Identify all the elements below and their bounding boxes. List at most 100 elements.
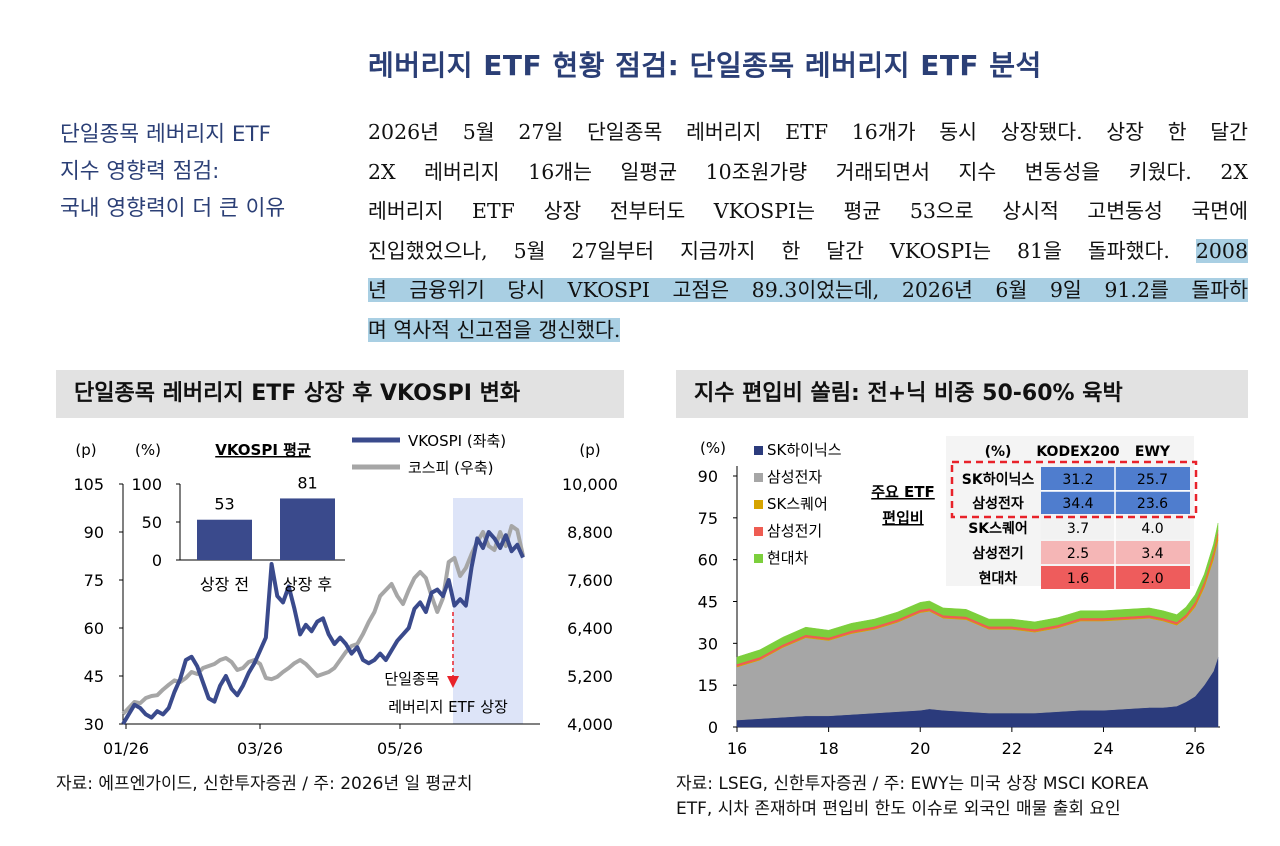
inset-y-tick-label: 50 — [142, 513, 162, 532]
y-tick-label: 60 — [698, 551, 718, 570]
highlighted-text: 며 역사적 신고점을 갱신했다. — [368, 317, 621, 342]
table-row-label: SK스퀘어 — [968, 520, 1028, 537]
y-left-tick-label: 60 — [84, 619, 104, 638]
y-right-tick-label: 5,200 — [567, 667, 613, 686]
x-tick-label: 20 — [910, 739, 930, 758]
y-tick-label: 0 — [708, 718, 718, 737]
vkospi-line — [121, 530, 525, 726]
y-tick-label: 30 — [698, 634, 718, 653]
y-left-tick-label: 75 — [84, 571, 104, 590]
legend-swatch — [754, 527, 763, 536]
left-source-note: 자료: 에프엔가이드, 신한투자증권 / 주: 2026년 일 평균치 — [56, 774, 473, 794]
listing-marker-arrow — [447, 676, 459, 688]
table-cell-ewy: 2.0 — [1141, 571, 1163, 587]
body-line: 진입했었으나, 5월 27일부터 지금까지 한 달간 VKOSPI는 81을 돌… — [368, 232, 1248, 272]
table-cell-kodex: 34.4 — [1062, 496, 1093, 512]
vkospi-chart: 30 45 60 75 90 105 4,000 5,200 6,400 7,600 8,800 10… — [73, 432, 618, 758]
x-tick-label: 05/26 — [377, 739, 423, 758]
area-현대차 — [736, 523, 1219, 665]
legend-swatch — [754, 554, 763, 563]
legend-swatch — [754, 473, 763, 482]
x-tick-label: 16 — [727, 739, 747, 758]
table-row-label: 현대차 — [979, 571, 1018, 587]
inset-y-tick-label: 0 — [152, 551, 162, 570]
body-line: 레버리지 ETF 상장 전부터도 VKOSPI는 평균 53으로 상시적 고변동… — [368, 199, 1248, 223]
y-tick-label: 90 — [698, 467, 718, 486]
table-cell-kodex: 31.2 — [1062, 472, 1093, 488]
table-cell-kodex: 1.6 — [1067, 571, 1089, 587]
y-tick-label: 75 — [698, 509, 718, 528]
source-line: ETF, 시차 존재하며 편입비 한도 이슈로 외국인 매물 출회 요인 — [676, 799, 1121, 819]
y-tick-label: 45 — [698, 593, 718, 612]
legend-vkospi-label: VKOSPI (좌축) — [408, 432, 506, 450]
table-cell-ewy: 25.7 — [1137, 472, 1168, 488]
x-tick-label: 26 — [1185, 739, 1205, 758]
inset-bar-value: 53 — [214, 495, 234, 514]
y-left-unit: (p) — [75, 441, 96, 459]
y-left-tick-label: 90 — [84, 523, 104, 542]
table-cell-kodex: 3.7 — [1067, 521, 1089, 537]
sidebar-line: 단일종목 레버리지 ETF — [60, 122, 271, 147]
y-right-unit: (p) — [579, 441, 600, 459]
sidebar-note: 단일종목 레버리지 ETF 지수 영향력 점검: 국내 영향력이 더 큰 이유 — [60, 116, 340, 227]
y-tick-label: 15 — [698, 676, 718, 695]
y-left-tick-label: 105 — [73, 475, 104, 494]
y-right-tick-label: 6,400 — [567, 619, 613, 638]
page-title: 레버리지 ETF 현황 점검: 단일종목 레버리지 ETF 분석 — [368, 49, 1042, 82]
callout-text: 편입비 — [882, 509, 923, 527]
table-cell-kodex: 2.5 — [1067, 546, 1089, 562]
legend-kospi-label: 코스피 (우축) — [408, 459, 493, 477]
y-left-tick-label: 30 — [84, 715, 104, 734]
table-cell-ewy: 23.6 — [1137, 496, 1168, 512]
kospi-line — [121, 524, 525, 716]
y-right-tick-label: 7,600 — [567, 571, 613, 590]
table-row-label: 삼성전기 — [972, 545, 1024, 562]
table-row-label: 삼성전자 — [972, 495, 1024, 512]
legend-label: SK하이닉스 — [767, 441, 842, 459]
y-right-tick-label: 4,000 — [567, 715, 613, 734]
body-line: 며 역사적 신고점을 갱신했다. — [368, 311, 1248, 351]
table-header: EWY — [1135, 444, 1171, 460]
body-line: 2X 레버리지 16개는 일평균 10조원가량 거래되면서 지수 변동성을 키웠… — [368, 159, 1248, 184]
highlight-box — [950, 460, 1198, 519]
table-row-label: SK하이닉스 — [962, 471, 1035, 488]
left-panel-heading: 단일종목 레버리지 ETF 상장 후 VKOSPI 변화 — [56, 370, 624, 418]
right-source-note: 자료: LSEG, 신한투자증권 / 주: EWY는 미국 상장 MSCI KO… — [676, 772, 1148, 822]
inset-bar-value: 81 — [297, 473, 317, 492]
listing-annotation: 단일종목 — [384, 670, 439, 688]
inset-y-tick-label: 100 — [131, 475, 162, 494]
right-panel-heading: 지수 편입비 쏠림: 전+닉 비중 50-60% 육박 — [676, 370, 1248, 418]
y-right-tick-label: 10,000 — [562, 475, 618, 494]
legend-label: 삼성전기 — [767, 522, 822, 540]
legend-swatch — [754, 446, 763, 455]
sidebar-line: 국내 영향력이 더 큰 이유 — [60, 196, 286, 221]
table-cell-ewy: 4.0 — [1141, 521, 1163, 537]
x-tick-label: 03/26 — [237, 739, 283, 758]
inset-y-unit: (%) — [135, 441, 161, 459]
body-line: 년 금융위기 당시 VKOSPI 고점은 89.3이었는데, 2026년 6월 … — [368, 271, 1248, 311]
table-header: (%) — [985, 444, 1012, 460]
x-tick-label: 24 — [1093, 739, 1113, 758]
y-right-tick-label: 8,800 — [567, 523, 613, 542]
legend-label: SK스퀘어 — [767, 495, 828, 513]
sidebar-line: 지수 영향력 점검: — [60, 159, 220, 184]
listing-annotation: 레버리지 ETF 상장 — [388, 698, 508, 716]
x-tick-label: 22 — [1002, 739, 1022, 758]
inset-category-label: 상장 전 — [200, 575, 249, 594]
inset-title: VKOSPI 평균 — [215, 441, 311, 459]
legend-label: 현대차 — [767, 549, 809, 567]
legend-label: 삼성전자 — [767, 468, 822, 486]
y-left-tick-label: 45 — [84, 667, 104, 686]
callout-text: 주요 ETF — [871, 483, 935, 501]
y-unit: (%) — [700, 439, 726, 457]
x-tick-label: 01/26 — [103, 739, 149, 758]
body-paragraph: 2026년 5월 27일 단일종목 레버리지 ETF 16개가 동시 상장됐다.… — [368, 113, 1248, 350]
highlighted-text: 2008 — [1195, 238, 1248, 263]
table-header: KODEX200 — [1036, 444, 1120, 460]
source-line: 자료: LSEG, 신한투자증권 / 주: EWY는 미국 상장 MSCI KO… — [676, 774, 1149, 794]
legend-swatch — [754, 500, 763, 509]
table-cell-ewy: 3.4 — [1141, 546, 1163, 562]
inset-bar — [280, 498, 335, 560]
inset-category-label: 상장 후 — [283, 575, 332, 594]
